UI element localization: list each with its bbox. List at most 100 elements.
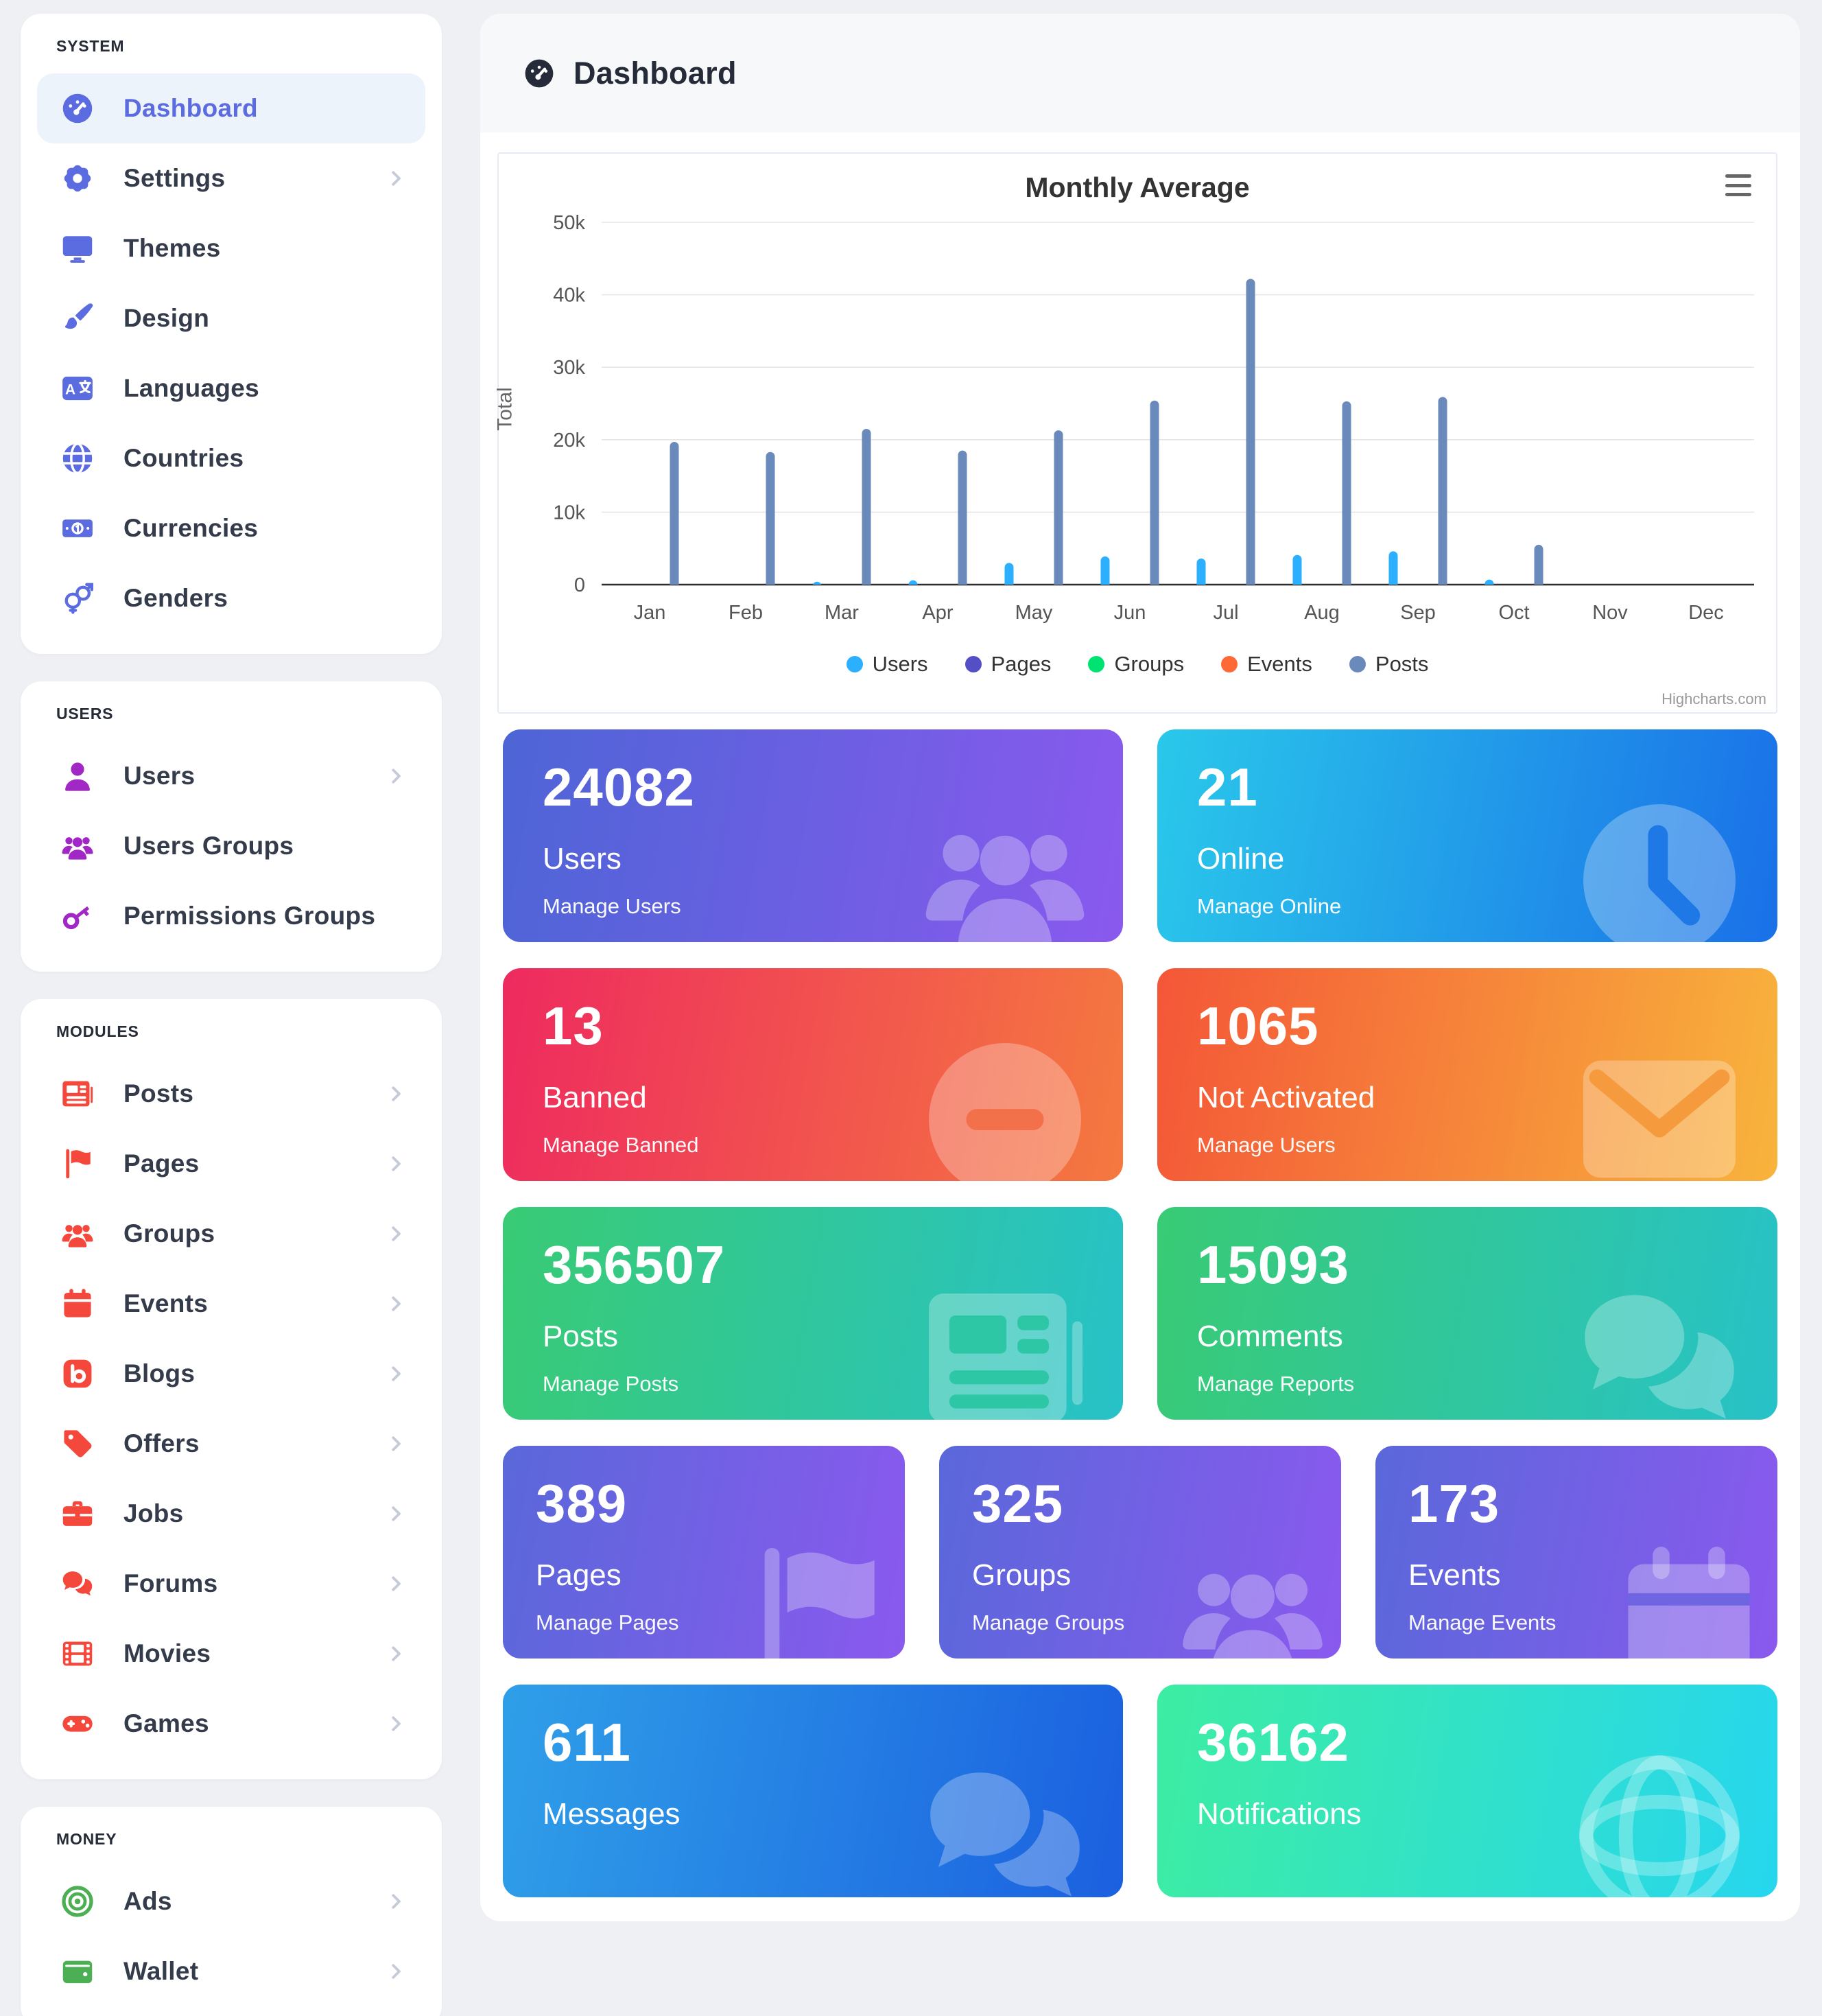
briefcase-icon [60, 1497, 95, 1531]
stat-card-comments[interactable]: 15093 Comments Manage Reports [1157, 1207, 1777, 1420]
legend-label: Groups [1114, 652, 1185, 676]
sidebar-item-label: Users [123, 762, 196, 790]
newspaper-icon [917, 1270, 1093, 1420]
stat-card-events[interactable]: 173 Events Manage Events [1375, 1446, 1777, 1658]
sidebar-item-games[interactable]: Games [37, 1689, 425, 1759]
clock-icon [1572, 793, 1747, 942]
stat-card-pages[interactable]: 389 Pages Manage Pages [503, 1446, 905, 1658]
legend-item-users[interactable]: Users [846, 652, 928, 677]
stat-label: Events [1408, 1558, 1501, 1592]
svg-text:0: 0 [574, 574, 585, 596]
sidebar-item-label: Ads [123, 1887, 172, 1915]
chevron-right-icon [386, 1153, 406, 1174]
stat-value: 325 [972, 1473, 1064, 1534]
chevron-right-icon [386, 1293, 406, 1314]
stat-value: 173 [1408, 1473, 1500, 1534]
chevron-right-icon [386, 1363, 406, 1384]
stat-card-posts[interactable]: 356507 Posts Manage Posts [503, 1207, 1123, 1420]
stat-sublabel: Manage Users [1197, 1132, 1336, 1157]
section-title-system: SYSTEM [56, 37, 125, 55]
sidebar-item-posts[interactable]: Posts [37, 1059, 425, 1129]
legend-label: Events [1247, 652, 1312, 676]
svg-text:Jul: Jul [1213, 602, 1238, 624]
sidebar-item-groups[interactable]: Groups [37, 1199, 425, 1269]
stat-label: Banned [543, 1080, 647, 1114]
sidebar-item-label: Languages [123, 374, 260, 402]
stat-card-messages[interactable]: 611 Messages [503, 1685, 1123, 1897]
chart-legend: Users Pages Groups Events Posts [499, 652, 1776, 677]
desktop-icon [60, 231, 95, 266]
sidebar-item-events[interactable]: Events [37, 1269, 425, 1339]
sidebar-item-pages[interactable]: Pages [37, 1129, 425, 1199]
page-header: Dashboard [480, 14, 1800, 132]
users-icon [1175, 1536, 1330, 1658]
sidebar-item-forums[interactable]: Forums [37, 1549, 425, 1619]
venus-mars-icon [60, 581, 95, 616]
user-icon [60, 759, 95, 793]
sidebar-item-currencies[interactable]: Currencies [37, 493, 425, 563]
sidebar-item-blogs[interactable]: Blogs [37, 1339, 425, 1409]
sidebar-item-genders[interactable]: Genders [37, 563, 425, 633]
comments-icon [917, 1748, 1093, 1897]
sidebar-item-label: Blogs [123, 1359, 196, 1387]
chevron-right-icon [386, 1083, 406, 1104]
stat-label: Pages [536, 1558, 622, 1592]
sidebar-item-label: Jobs [123, 1499, 184, 1527]
sidebar-section-users: USERS Users Users Groups Permissions Gro… [21, 681, 442, 972]
chevron-right-icon [386, 1891, 406, 1912]
sidebar-item-label: Permissions Groups [123, 902, 376, 930]
stat-card-not-activated[interactable]: 1065 Not Activated Manage Users [1157, 968, 1777, 1181]
sidebar-item-users-groups[interactable]: Users Groups [37, 811, 425, 881]
sidebar-item-design[interactable]: Design [37, 283, 425, 353]
comments-icon [1572, 1270, 1747, 1420]
legend-item-groups[interactable]: Groups [1088, 652, 1184, 677]
stat-sublabel: Manage Online [1197, 893, 1342, 918]
stat-label: Groups [972, 1558, 1072, 1592]
stat-card-online[interactable]: 21 Online Manage Online [1157, 729, 1777, 942]
newspaper-icon [60, 1077, 95, 1111]
sidebar-item-dashboard[interactable]: Dashboard [37, 73, 425, 143]
calendar-icon [1611, 1536, 1766, 1658]
chart-credit-link[interactable]: Highcharts.com [1661, 690, 1766, 707]
stat-value: 389 [536, 1473, 628, 1534]
stat-card-banned[interactable]: 13 Banned Manage Banned [503, 968, 1123, 1181]
flag-icon [739, 1536, 894, 1658]
sidebar-item-users[interactable]: Users [37, 741, 425, 811]
section-title-users: USERS [56, 705, 114, 723]
section-title-money: MONEY [56, 1830, 117, 1848]
chart-context-menu-button[interactable] [1724, 172, 1754, 199]
globe-icon [60, 441, 95, 476]
legend-item-posts[interactable]: Posts [1349, 652, 1428, 677]
sidebar-item-offers[interactable]: Offers [37, 1409, 425, 1479]
blog-icon [60, 1357, 95, 1391]
sidebar-item-label: Dashboard [123, 94, 258, 122]
chevron-right-icon [386, 1573, 406, 1594]
stat-card-users[interactable]: 24082 Users Manage Users [503, 729, 1123, 942]
sidebar-item-permissions-groups[interactable]: Permissions Groups [37, 881, 425, 951]
language-icon: A [60, 371, 95, 406]
stat-card-notifications[interactable]: 36162 Notifications [1157, 1685, 1777, 1897]
sidebar-item-movies[interactable]: Movies [37, 1619, 425, 1689]
wallet-icon [60, 1954, 95, 1989]
sidebar-section-modules: MODULES Posts Pages Groups Events Blogs [21, 999, 442, 1779]
legend-item-pages[interactable]: Pages [965, 652, 1051, 677]
sidebar-item-countries[interactable]: Countries [37, 423, 425, 493]
stat-value: 15093 [1197, 1234, 1349, 1295]
globe-icon [1572, 1748, 1747, 1897]
chevron-right-icon [386, 1961, 406, 1982]
minus-circle-icon [917, 1031, 1093, 1181]
envelope-icon [1572, 1031, 1747, 1181]
sidebar-item-languages[interactable]: A Languages [37, 353, 425, 423]
sidebar-item-wallet[interactable]: Wallet [37, 1936, 425, 2006]
sidebar-item-themes[interactable]: Themes [37, 213, 425, 283]
stat-value: 24082 [543, 757, 695, 817]
sidebar-item-jobs[interactable]: Jobs [37, 1479, 425, 1549]
stat-card-groups[interactable]: 325 Groups Manage Groups [939, 1446, 1341, 1658]
stat-sublabel: Manage Banned [543, 1132, 699, 1157]
sidebar-item-label: Design [123, 304, 210, 332]
legend-marker [1221, 656, 1238, 672]
stat-label: Comments [1197, 1319, 1343, 1353]
sidebar-item-ads[interactable]: Ads [37, 1866, 425, 1936]
legend-item-events[interactable]: Events [1221, 652, 1312, 677]
sidebar-item-settings[interactable]: Settings [37, 143, 425, 213]
